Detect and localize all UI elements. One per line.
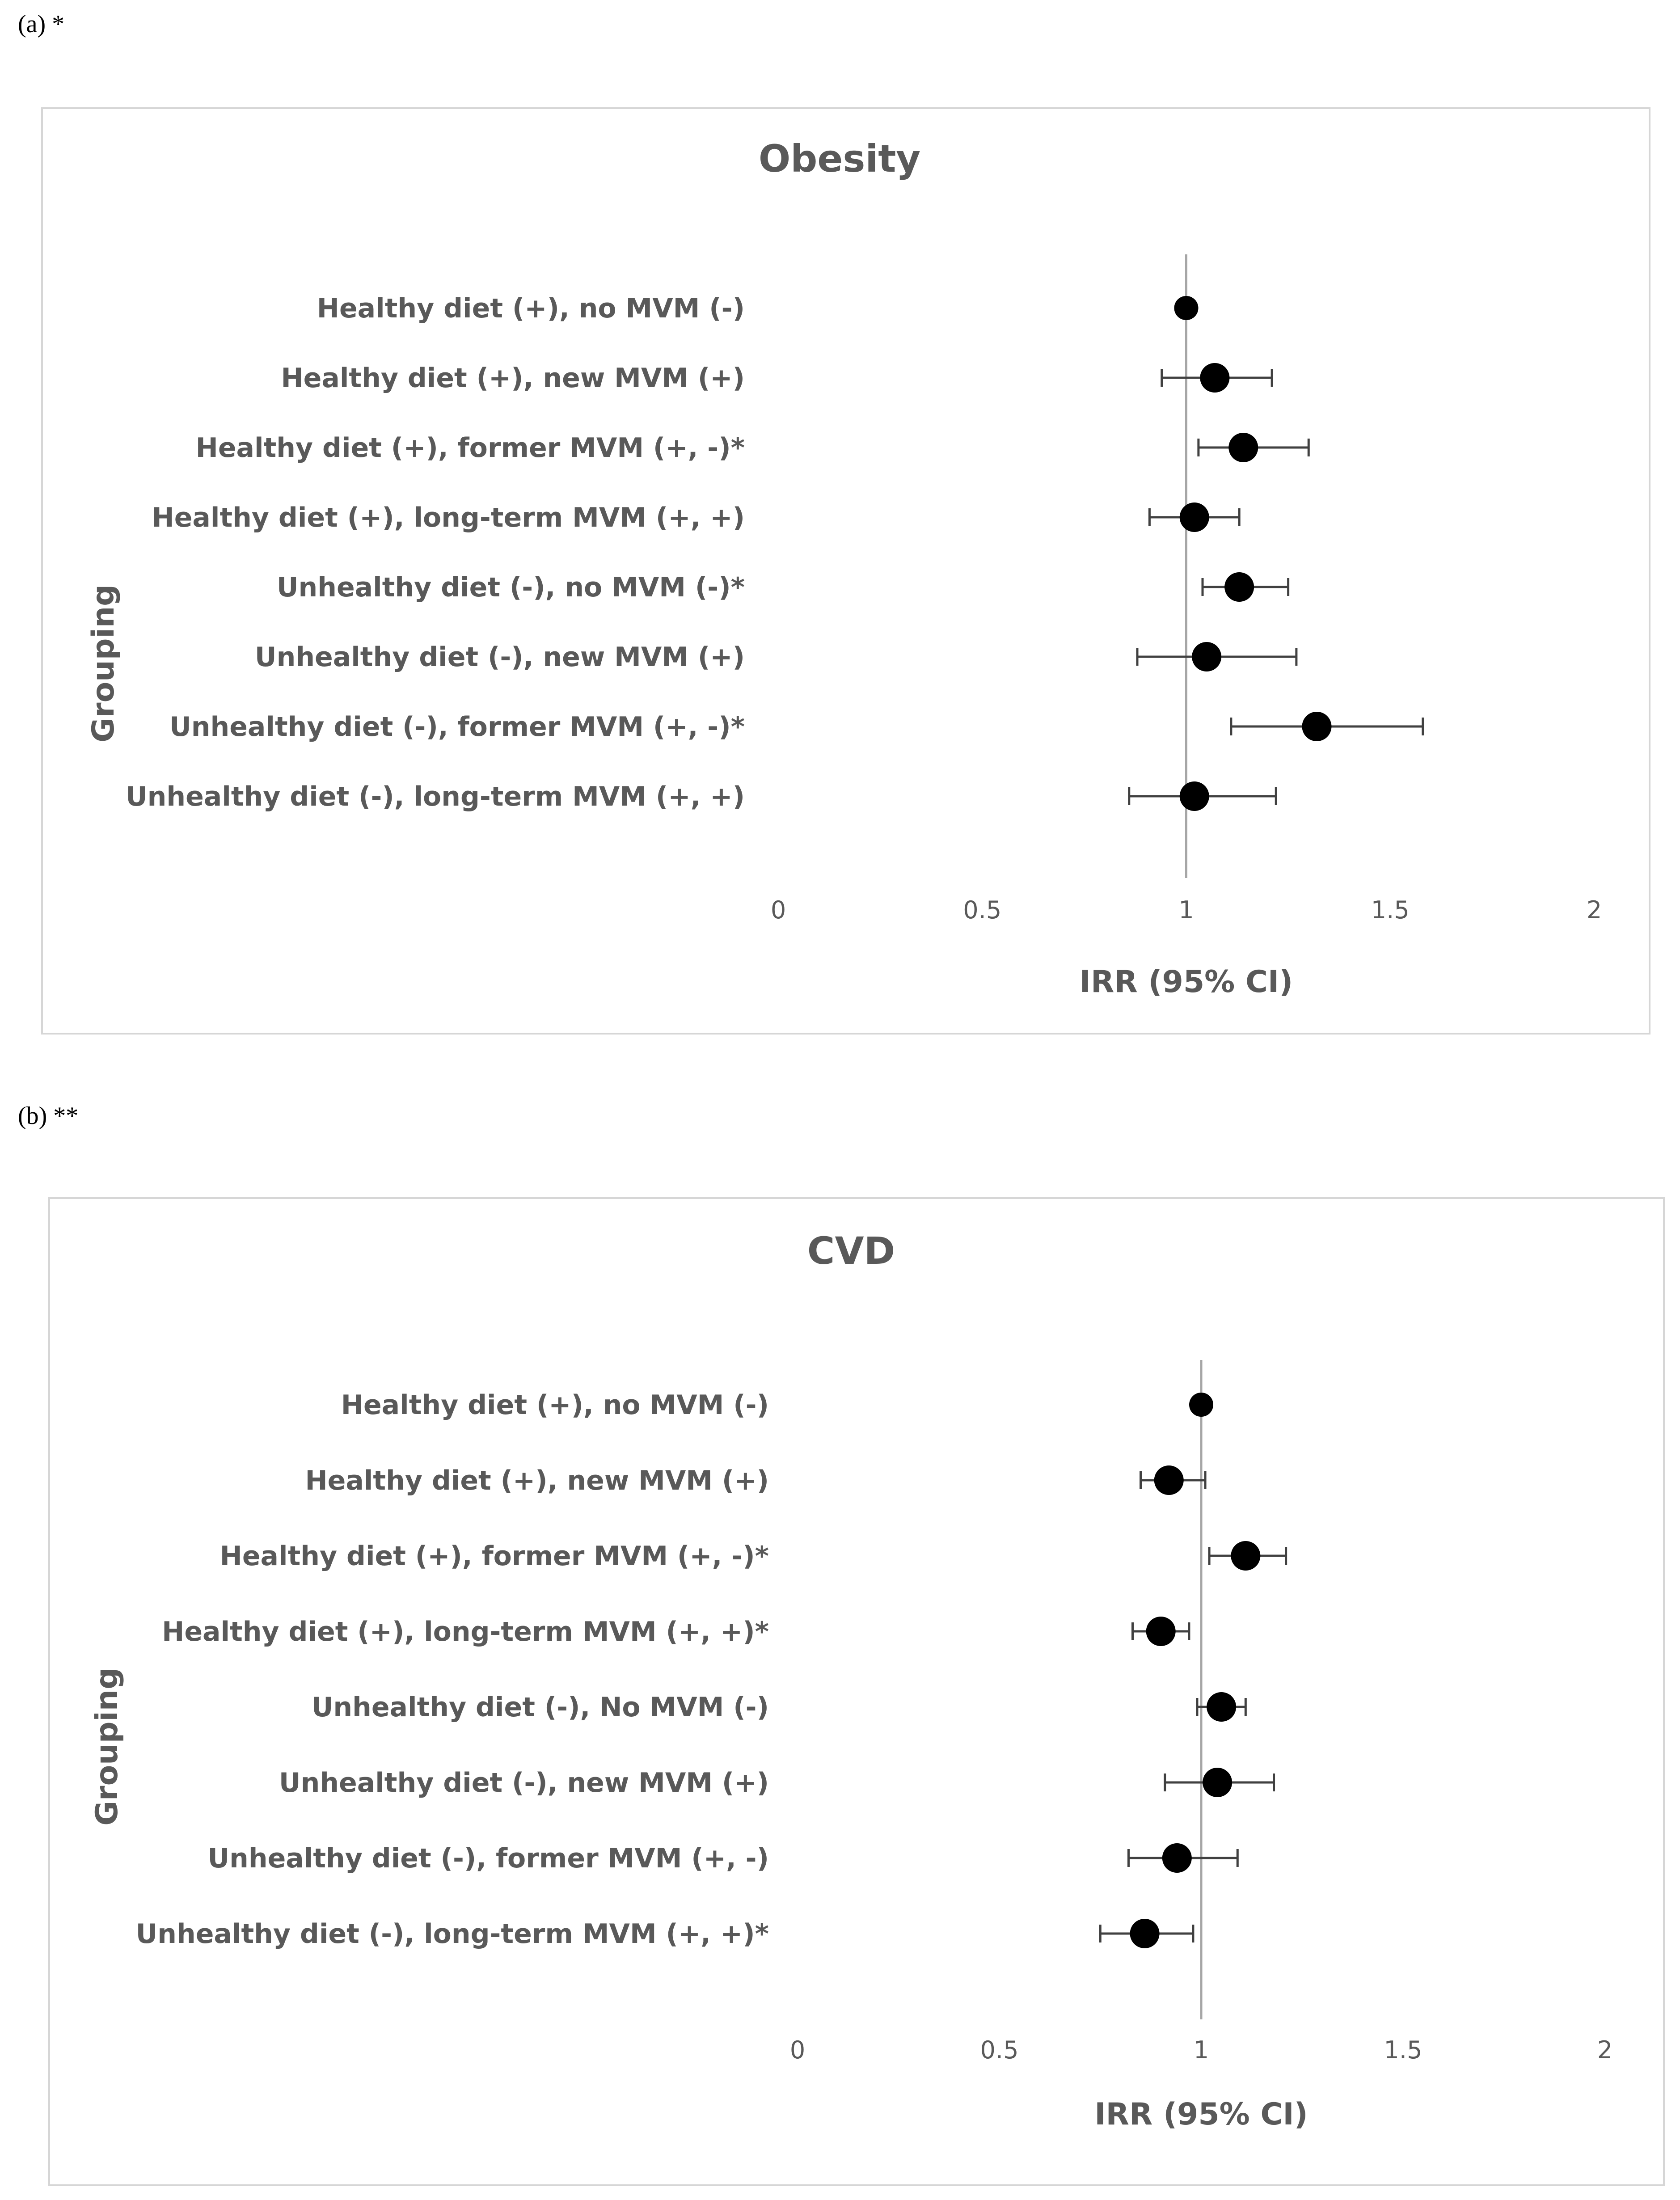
x-tick-label: 0 [790,2036,805,2064]
forest-row: Unhealthy diet (-), new MVM (+) [279,1767,1275,1799]
row-label: Unhealthy diet (-), new MVM (+) [255,642,745,673]
forest-row: Healthy diet (+), new MVM (+) [281,363,1273,394]
forest-row: Healthy diet (+), long-term MVM (+, +) [152,502,1241,533]
irr-point [1179,781,1209,811]
irr-point [1192,642,1222,671]
forest-row: Unhealthy diet (-), No MVM (-) [312,1692,1247,1723]
panel-label-a: (a) * [18,10,65,38]
row-label: Healthy diet (+), former MVM (+, -)* [196,432,745,464]
irr-point [1200,363,1230,393]
irr-point [1154,1465,1184,1495]
x-tick-label: 0 [771,896,786,924]
forest-row: Healthy diet (+), former MVM (+, -)* [220,1541,1287,1572]
row-label: Healthy diet (+), long-term MVM (+, +)* [162,1616,769,1647]
x-tick-label: 1 [1194,2036,1209,2064]
x-tick-label: 1.5 [1371,896,1410,924]
forest-row: Unhealthy diet (-), new MVM (+) [255,642,1298,673]
irr-point [1189,1393,1213,1417]
forest-row: Unhealthy diet (-), long-term MVM (+, +)… [136,1918,1195,1950]
x-tick-label: 0.5 [980,2036,1019,2064]
x-axis-title: IRR (95% CI) [1094,2097,1308,2132]
irr-point [1224,572,1254,602]
chart-title: Obesity [759,137,920,181]
row-label: Healthy diet (+), new MVM (+) [305,1465,769,1496]
forest-plot-obesity: Obesity Grouping 0 0.5 1 1.5 2 IRR (95% CI) Heal… [86,137,1602,1000]
chart-frame-cvd: CVD Grouping 0 0.5 1 1.5 2 IRR (95% CI) Healthy … [48,1197,1665,2186]
row-label: Healthy diet (+), former MVM (+, -)* [220,1541,769,1572]
x-tick-label: 1.5 [1384,2036,1423,2064]
row-label: Unhealthy diet (-), new MVM (+) [279,1767,769,1799]
forest-row: Healthy diet (+), long-term MVM (+, +)* [162,1616,1190,1647]
panel-label-b: (b) ** [18,1102,79,1130]
chart-frame-obesity: Obesity Grouping 0 0.5 1 1.5 2 IRR (95% CI) Heal… [41,107,1650,1035]
forest-row: Healthy diet (+), no MVM (-) [317,293,1199,324]
row-label: Unhealthy diet (-), long-term MVM (+, +) [126,781,745,812]
irr-point [1174,296,1199,320]
y-axis-title: Grouping [86,584,121,743]
chart-title: CVD [807,1229,895,1273]
row-label: Healthy diet (+), no MVM (-) [341,1389,769,1421]
row-label: Healthy diet (+), long-term MVM (+, +) [152,502,745,533]
x-tick-label: 2 [1587,896,1602,924]
row-label: Healthy diet (+), no MVM (-) [317,293,745,324]
irr-point [1228,433,1258,462]
row-label: Unhealthy diet (-), No MVM (-) [312,1692,769,1723]
irr-point [1203,1768,1233,1797]
irr-point [1302,712,1332,741]
row-label: Unhealthy diet (-), former MVM (+, -)* [169,711,745,743]
y-axis-title: Grouping [89,1668,125,1826]
forest-row: Healthy diet (+), new MVM (+) [305,1465,1207,1496]
row-label: Unhealthy diet (-), former MVM (+, -) [207,1843,769,1874]
irr-point [1130,1919,1160,1948]
irr-point [1231,1541,1261,1571]
forest-plot-cvd: CVD Grouping 0 0.5 1 1.5 2 IRR (95% CI) Healthy … [89,1229,1612,2132]
irr-point [1146,1617,1176,1646]
forest-row: Healthy diet (+), former MVM (+, -)* [196,432,1310,464]
irr-point [1179,502,1209,532]
forest-row: Unhealthy diet (-), former MVM (+, -)* [169,711,1424,743]
x-axis-title: IRR (95% CI) [1080,964,1293,1000]
forest-row: Healthy diet (+), no MVM (-) [341,1389,1213,1421]
irr-point [1207,1692,1237,1722]
irr-point [1162,1843,1192,1873]
x-tick-label: 2 [1597,2036,1612,2064]
row-label: Healthy diet (+), new MVM (+) [281,363,745,394]
row-label: Unhealthy diet (-), no MVM (-)* [277,572,745,603]
x-tick-label: 1 [1178,896,1194,924]
row-label: Unhealthy diet (-), long-term MVM (+, +)… [136,1918,769,1950]
forest-row: Unhealthy diet (-), long-term MVM (+, +) [126,781,1277,812]
x-tick-label: 0.5 [963,896,1001,924]
forest-row: Unhealthy diet (-), no MVM (-)* [277,572,1290,603]
forest-row: Unhealthy diet (-), former MVM (+, -) [207,1843,1239,1874]
